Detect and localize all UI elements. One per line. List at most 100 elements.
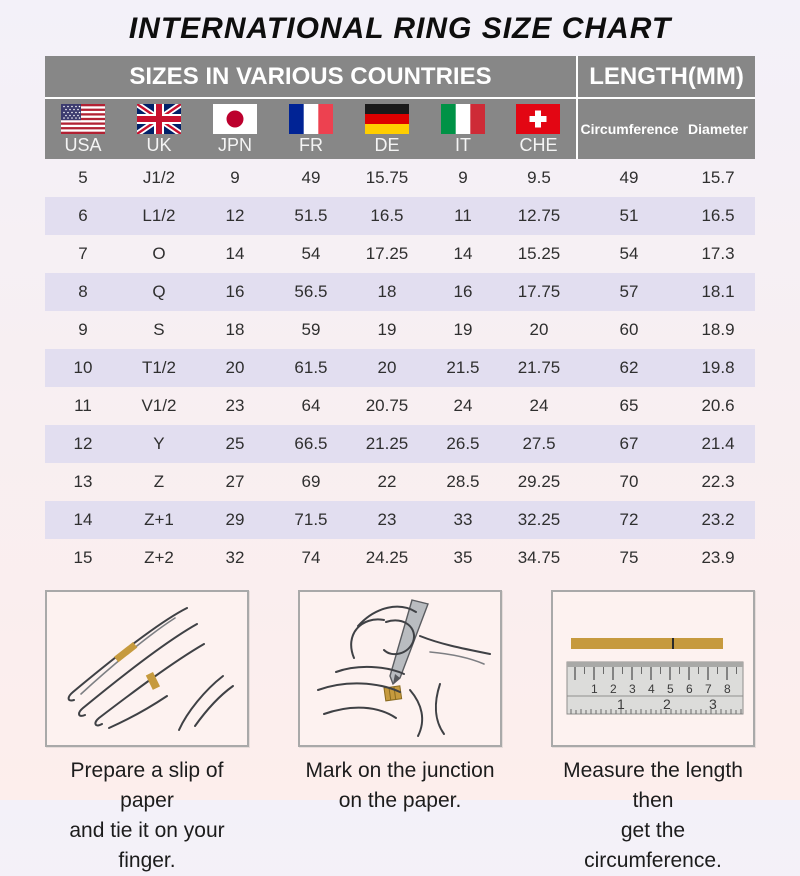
caption-line: Measure the length then bbox=[563, 759, 743, 812]
table-row: 15 Z+2 32 74 24.25 35 34.75 75 23.9 bbox=[45, 539, 755, 577]
usa-flag-icon bbox=[60, 104, 105, 134]
table-cell: 74 bbox=[301, 548, 321, 567]
ruler-cm-number: 3 bbox=[629, 682, 636, 696]
table-cell: 20.6 bbox=[701, 396, 735, 415]
table-row: 7 O 14 54 17.25 14 15.25 54 17.3 bbox=[45, 235, 755, 273]
table-cell: 11 bbox=[74, 396, 92, 415]
instruction-caption-2: Mark on the junction on the paper. bbox=[298, 756, 502, 816]
table-cell: 21.25 bbox=[365, 434, 409, 453]
table-cell: 16.5 bbox=[701, 206, 735, 225]
table-row: 5 J1/2 9 49 15.75 9 9.5 49 15.7 bbox=[45, 159, 755, 197]
table-cell: T1/2 bbox=[141, 358, 176, 377]
table-cell: 11 bbox=[454, 206, 472, 225]
table-cell: 32 bbox=[225, 548, 245, 567]
table-cell: 18 bbox=[377, 282, 397, 301]
table-cell: 32.25 bbox=[517, 510, 561, 529]
table-cell: 20 bbox=[225, 358, 245, 377]
table-group-header-row: SIZES IN VARIOUS COUNTRIES LENGTH(MM) bbox=[44, 56, 756, 99]
table-cell: 25 bbox=[225, 434, 245, 453]
table-cell: 16 bbox=[453, 282, 473, 301]
ruler-measure-icon: 1 2 3 4 5 6 7 8 1 2 3 bbox=[566, 638, 744, 715]
table-cell: 15.7 bbox=[701, 168, 735, 187]
table-cell: 70 bbox=[619, 472, 639, 491]
table-cell: 18.9 bbox=[701, 320, 735, 339]
countries-group-header: SIZES IN VARIOUS COUNTRIES bbox=[44, 56, 579, 99]
column-header-it: IT bbox=[424, 98, 501, 159]
ruler-inch-number: 3 bbox=[709, 696, 717, 712]
table-cell: 54 bbox=[301, 244, 321, 263]
table-cell: 57 bbox=[619, 282, 639, 301]
table-cell: 51 bbox=[619, 206, 639, 225]
instruction-panel-2 bbox=[298, 590, 502, 747]
caption-line: Mark on the junction bbox=[305, 759, 495, 782]
table-cell: 24.25 bbox=[365, 548, 409, 567]
ruler-cm-number: 5 bbox=[667, 682, 674, 696]
table-cell: 15 bbox=[73, 548, 93, 567]
table-cell: 62 bbox=[619, 358, 639, 377]
table-cell: 17.75 bbox=[517, 282, 561, 301]
table-row: 9 S 18 59 19 19 20 60 18.9 bbox=[45, 311, 755, 349]
ruler-cm-number: 2 bbox=[610, 682, 617, 696]
table-cell: 23.9 bbox=[701, 548, 735, 567]
france-flag-icon bbox=[288, 104, 333, 134]
table-cell: 61.5 bbox=[294, 358, 328, 377]
column-label-fr: FR bbox=[298, 135, 323, 155]
table-cell: S bbox=[153, 320, 165, 339]
instruction-step-2: Mark on the junction on the paper. bbox=[298, 590, 502, 876]
table-cell: L1/2 bbox=[142, 206, 176, 225]
table-cell: 6 bbox=[78, 206, 88, 225]
column-label-jpn: JPN bbox=[217, 135, 252, 155]
table-cell: 9.5 bbox=[527, 168, 551, 187]
table-flag-header-row: USA UK bbox=[44, 98, 756, 159]
table-cell: 17.25 bbox=[365, 244, 409, 263]
table-cell: 69 bbox=[301, 472, 321, 491]
length-group-header: LENGTH(MM) bbox=[577, 56, 756, 99]
table-cell: 20.75 bbox=[365, 396, 409, 415]
uk-flag-icon bbox=[136, 104, 181, 134]
column-label-che: CHE bbox=[519, 135, 558, 155]
table-cell: 64 bbox=[301, 396, 321, 415]
table-row: 13 Z 27 69 22 28.5 29.25 70 22.3 bbox=[45, 463, 755, 501]
table-cell: 66.5 bbox=[294, 434, 328, 453]
ruler-inch-number: 2 bbox=[663, 696, 671, 712]
table-cell: 20 bbox=[529, 320, 549, 339]
switzerland-flag-icon bbox=[516, 104, 561, 134]
table-cell: 12 bbox=[73, 434, 93, 453]
size-table-body: 5 J1/2 9 49 15.75 9 9.5 49 15.7 6 L1/2 12 51.5 16.5 11… bbox=[44, 159, 756, 577]
table-cell: 16 bbox=[225, 282, 245, 301]
table-cell: 10 bbox=[73, 358, 93, 377]
column-header-diameter: Diameter bbox=[681, 98, 756, 159]
table-cell: 7 bbox=[78, 244, 88, 263]
table-cell: 33 bbox=[453, 510, 473, 529]
table-cell: 18 bbox=[225, 320, 245, 339]
table-cell: 24 bbox=[453, 396, 473, 415]
table-cell: 16.5 bbox=[370, 206, 404, 225]
table-row: 14 Z+1 29 71.5 23 33 32.25 72 23.2 bbox=[44, 501, 756, 539]
column-header-uk: UK bbox=[120, 98, 197, 159]
table-cell: O bbox=[152, 244, 166, 263]
table-cell: 20 bbox=[377, 358, 397, 377]
caption-line: on the paper. bbox=[338, 789, 462, 812]
table-cell: 60 bbox=[619, 320, 639, 339]
table-cell: 18.1 bbox=[701, 282, 735, 301]
table-cell: 28.5 bbox=[446, 472, 480, 491]
ruler-inch-number: 1 bbox=[617, 696, 625, 712]
table-cell: 72 bbox=[619, 510, 639, 529]
ruler-cm-number: 6 bbox=[686, 682, 693, 696]
table-cell: 24 bbox=[529, 396, 549, 415]
column-label-it: IT bbox=[454, 135, 471, 155]
table-row: 10 T1/2 20 61.5 20 21.5 21.75 62 19.8 bbox=[44, 349, 756, 387]
table-cell: 15.75 bbox=[365, 168, 409, 187]
italy-flag-icon bbox=[440, 104, 485, 134]
instruction-panel-1 bbox=[45, 590, 249, 747]
ruler-cm-number: 1 bbox=[591, 682, 598, 696]
table-cell: 27 bbox=[225, 472, 245, 491]
table-cell: 67 bbox=[619, 434, 639, 453]
germany-flag-icon bbox=[364, 104, 409, 134]
hand-with-paper-strip-icon bbox=[67, 607, 234, 731]
table-cell: 49 bbox=[619, 168, 639, 187]
hand-marking-pen-icon bbox=[317, 599, 491, 737]
table-cell: 49 bbox=[301, 168, 321, 187]
table-cell: 75 bbox=[619, 548, 639, 567]
table-row: 6 L1/2 12 51.5 16.5 11 12.75 51 16.5 bbox=[44, 197, 756, 235]
